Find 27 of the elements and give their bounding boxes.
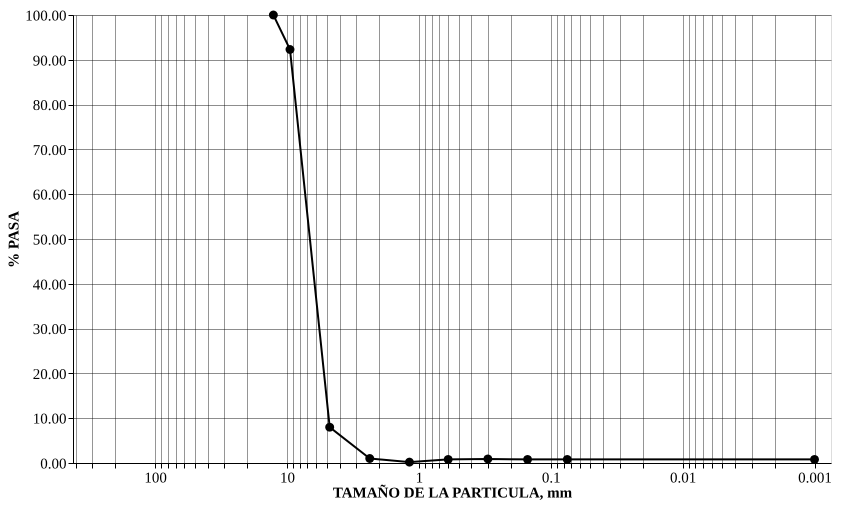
y-tick-label: 30.00 [32,322,66,338]
x-tick-label: 0.1 [542,470,561,486]
y-tick-label: 100.00 [25,8,66,24]
y-tick-label: 0.00 [40,456,66,472]
point [404,458,414,467]
x-tick-label: 10 [280,470,296,486]
y-tick-label: 80.00 [32,98,66,114]
point [483,454,492,464]
y-tick-label: 40.00 [32,277,66,294]
x-tick-label: 1 [416,470,424,486]
point [523,454,532,464]
point [286,45,294,54]
y-tick-label: 50.00 [32,232,66,248]
point [562,454,572,464]
x-axis-title: TAMAÑO DE LA PARTICULA, mm [332,484,573,502]
y-tick-label: 70.00 [32,142,66,159]
x-tick-label: 0.001 [798,470,832,486]
point [325,422,334,432]
y-tick-label: 20.00 [32,366,66,383]
x-tick-label: 0.01 [670,470,696,486]
y-tick-label: 60.00 [32,188,66,204]
y-tick-label: 10.00 [32,412,66,428]
x-tick-label: 100 [144,470,167,486]
point [444,454,453,464]
y-tick-label: 90.00 [32,53,66,70]
y-axis-title: % PASA [6,210,22,268]
point [365,454,374,463]
